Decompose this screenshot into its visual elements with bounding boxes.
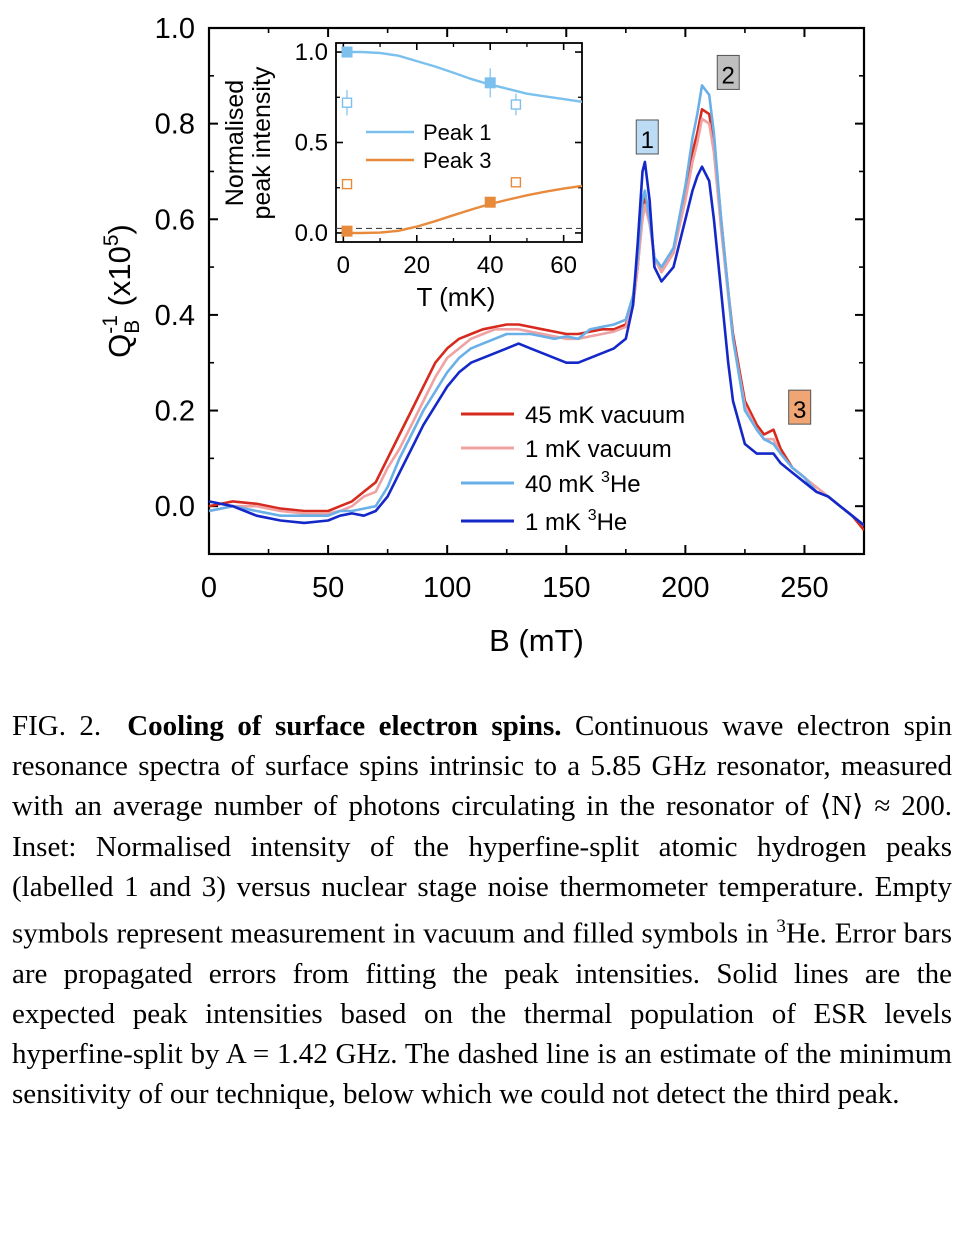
- caption-body-end: He. Error bars are propagated errors fro…: [12, 917, 952, 1111]
- peak-label-text: 3: [793, 397, 806, 424]
- inset-x-tick-label: 20: [403, 252, 430, 279]
- caption-body: Continuous wave electron spin resonance …: [12, 710, 952, 950]
- inset-legend-label: Peak 1: [423, 120, 492, 145]
- figure-caption: FIG. 2. Cooling of surface electron spins…: [12, 706, 952, 1115]
- x-tick-label: 150: [542, 572, 590, 604]
- series-line: [209, 84, 864, 527]
- figure-panel: 0 50 100 150 200 250 0.0 0.2 0.4 0.6 0.8 1.0 B (mT) Q…: [99, 13, 866, 658]
- inset-filled-marker: [484, 77, 496, 89]
- peak-label-text: 1: [641, 127, 654, 154]
- caption-superscript: 3: [776, 916, 786, 938]
- inset-y-axis-label-line2: peak intensity: [248, 66, 276, 219]
- y-tick-label: 1.0: [155, 13, 195, 45]
- inset-empty-marker: [510, 177, 522, 188]
- y-tick-label: 0.2: [155, 396, 195, 428]
- inset-frame: [335, 42, 583, 243]
- y-axis-label: QB-1 (x105): [99, 224, 144, 358]
- peak-label-box: [635, 119, 659, 155]
- inset-x-tick-label: 40: [477, 252, 504, 279]
- main-plot-frame: [207, 26, 866, 556]
- x-tick-label: 50: [312, 572, 344, 604]
- inset-y-tick-label: 0.5: [295, 130, 328, 157]
- inset-filled-marker: [341, 225, 353, 237]
- y-tick-label: 0.6: [155, 204, 195, 236]
- inset-empty-marker: [341, 178, 353, 190]
- legend-label: 1 mK vacuum: [525, 436, 672, 463]
- inset-x-tick-label: 60: [550, 252, 577, 279]
- inset-filled-marker: [484, 196, 496, 208]
- peak-label-text: 2: [722, 62, 735, 89]
- legend-label: 40 mK 3He: [525, 469, 641, 498]
- inset-legend-label: Peak 3: [423, 148, 492, 173]
- x-tick-label: 200: [661, 572, 709, 604]
- inset-x-tick-label: 0: [337, 252, 350, 279]
- legend-label: 45 mK vacuum: [525, 402, 685, 429]
- x-tick-label: 250: [780, 572, 828, 604]
- y-tick-label: 0.8: [155, 109, 195, 141]
- inset-y-axis-label: Normalised: [221, 80, 249, 206]
- inset-curve: [343, 50, 582, 103]
- peak-label-box: [788, 389, 812, 425]
- x-tick-label: 100: [423, 572, 471, 604]
- inset-filled-marker: [341, 46, 353, 58]
- inset-plot: 0 20 40 60 0.0 0.5 1.0 T (mK) Normalised peak int…: [221, 39, 583, 312]
- caption-title: Cooling of surface electron spins.: [127, 710, 562, 742]
- inset-x-axis-label: T (mK): [417, 282, 496, 312]
- series-line: [209, 160, 864, 527]
- y-tick-label: 0.0: [155, 491, 195, 523]
- y-tick-label: 0.4: [155, 300, 195, 332]
- x-axis-label: B (mT): [489, 623, 584, 658]
- series-line: [209, 108, 864, 531]
- caption-label: FIG. 2.: [12, 710, 102, 742]
- inset-empty-marker: [341, 97, 353, 108]
- inset-curve: [343, 184, 582, 235]
- legend-label: 1 mK 3He: [525, 507, 627, 536]
- x-tick-label: 0: [201, 572, 217, 604]
- inset-empty-marker: [510, 99, 522, 110]
- peak-label-box: [716, 54, 740, 90]
- inset-y-tick-label: 1.0: [295, 39, 328, 66]
- inset-y-tick-label: 0.0: [295, 220, 328, 247]
